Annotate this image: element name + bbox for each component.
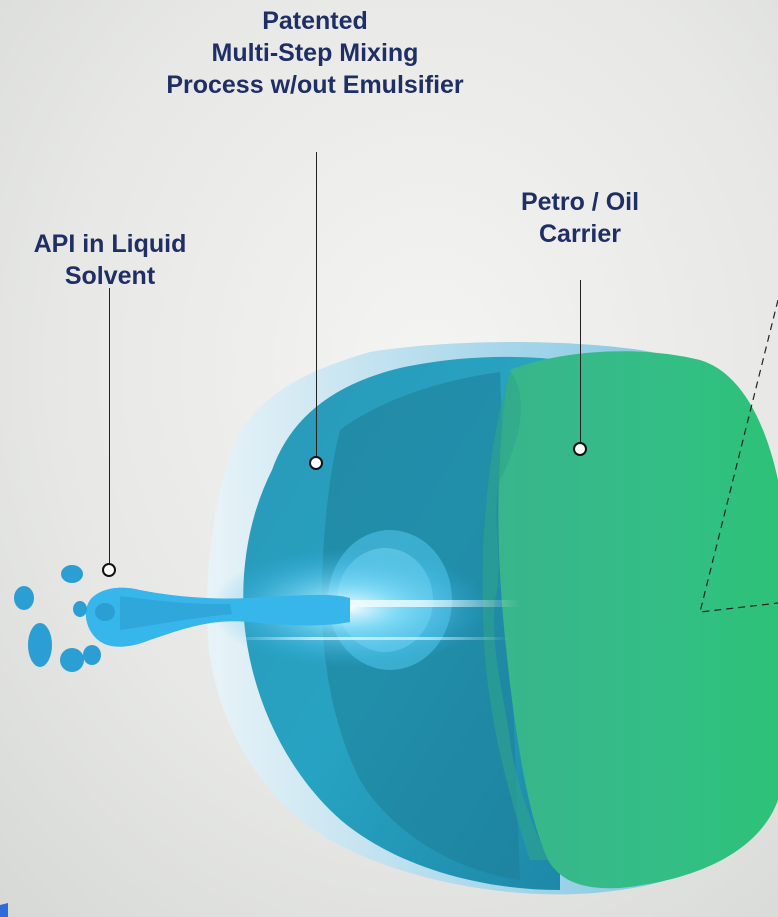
- leader-line-api: [109, 288, 110, 563]
- api-droplets: [14, 565, 115, 672]
- label-mixing-process: Patented Multi-Step Mixing Process w/out…: [120, 5, 510, 101]
- label-mixing-line-3: Process w/out Emulsifier: [166, 71, 464, 99]
- green-core: [498, 351, 778, 889]
- leader-line-mixing: [316, 152, 317, 456]
- corner-accent: [0, 903, 8, 917]
- label-oil-carrier: Petro / Oil Carrier: [480, 186, 680, 250]
- label-api-solvent: API in Liquid Solvent: [5, 228, 215, 292]
- light-beam-secondary: [230, 637, 510, 640]
- label-carrier-line-2: Carrier: [539, 220, 621, 248]
- leader-line-carrier: [580, 280, 581, 442]
- label-api-line-2: Solvent: [64, 262, 156, 290]
- label-carrier-line-1: Petro / Oil: [520, 188, 640, 216]
- label-api-line-1: API in Liquid: [33, 230, 187, 258]
- marker-dot-carrier: [573, 442, 587, 456]
- dashed-guide-line: [699, 299, 778, 613]
- api-stream-texture: [120, 596, 232, 630]
- label-mixing-line-2: Multi-Step Mixing: [211, 39, 419, 67]
- green-edge: [482, 370, 548, 860]
- marker-dot-api: [102, 563, 116, 577]
- marker-dot-mixing: [309, 456, 323, 470]
- label-mixing-line-1: Patented: [262, 7, 368, 35]
